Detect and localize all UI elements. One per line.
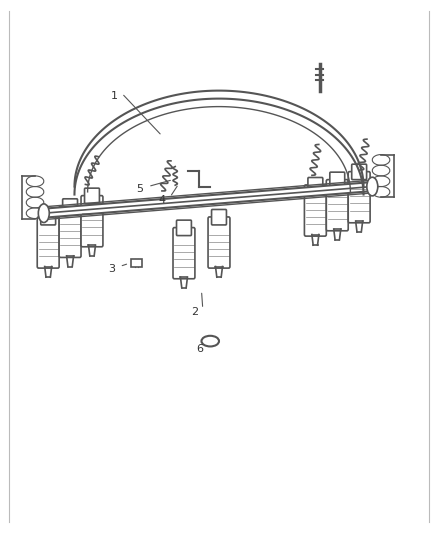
Text: 1: 1 [110, 91, 117, 101]
FancyBboxPatch shape [212, 209, 226, 225]
Ellipse shape [201, 336, 219, 346]
FancyBboxPatch shape [173, 228, 195, 279]
Ellipse shape [39, 204, 49, 223]
FancyBboxPatch shape [85, 188, 99, 204]
FancyBboxPatch shape [63, 199, 78, 214]
FancyBboxPatch shape [81, 196, 103, 247]
Ellipse shape [367, 177, 378, 196]
FancyBboxPatch shape [37, 217, 59, 268]
FancyBboxPatch shape [352, 164, 367, 180]
FancyBboxPatch shape [326, 180, 348, 231]
FancyBboxPatch shape [177, 220, 191, 236]
FancyBboxPatch shape [330, 172, 345, 188]
FancyBboxPatch shape [308, 177, 323, 193]
Text: 2: 2 [191, 307, 198, 317]
Text: 3: 3 [108, 264, 115, 274]
Text: 4: 4 [159, 195, 166, 205]
Text: 5: 5 [137, 184, 144, 194]
FancyBboxPatch shape [348, 172, 370, 223]
FancyBboxPatch shape [59, 206, 81, 257]
FancyBboxPatch shape [208, 217, 230, 268]
FancyBboxPatch shape [41, 209, 56, 225]
FancyBboxPatch shape [304, 185, 326, 236]
Bar [131, 259, 142, 266]
Text: 6: 6 [196, 344, 203, 354]
